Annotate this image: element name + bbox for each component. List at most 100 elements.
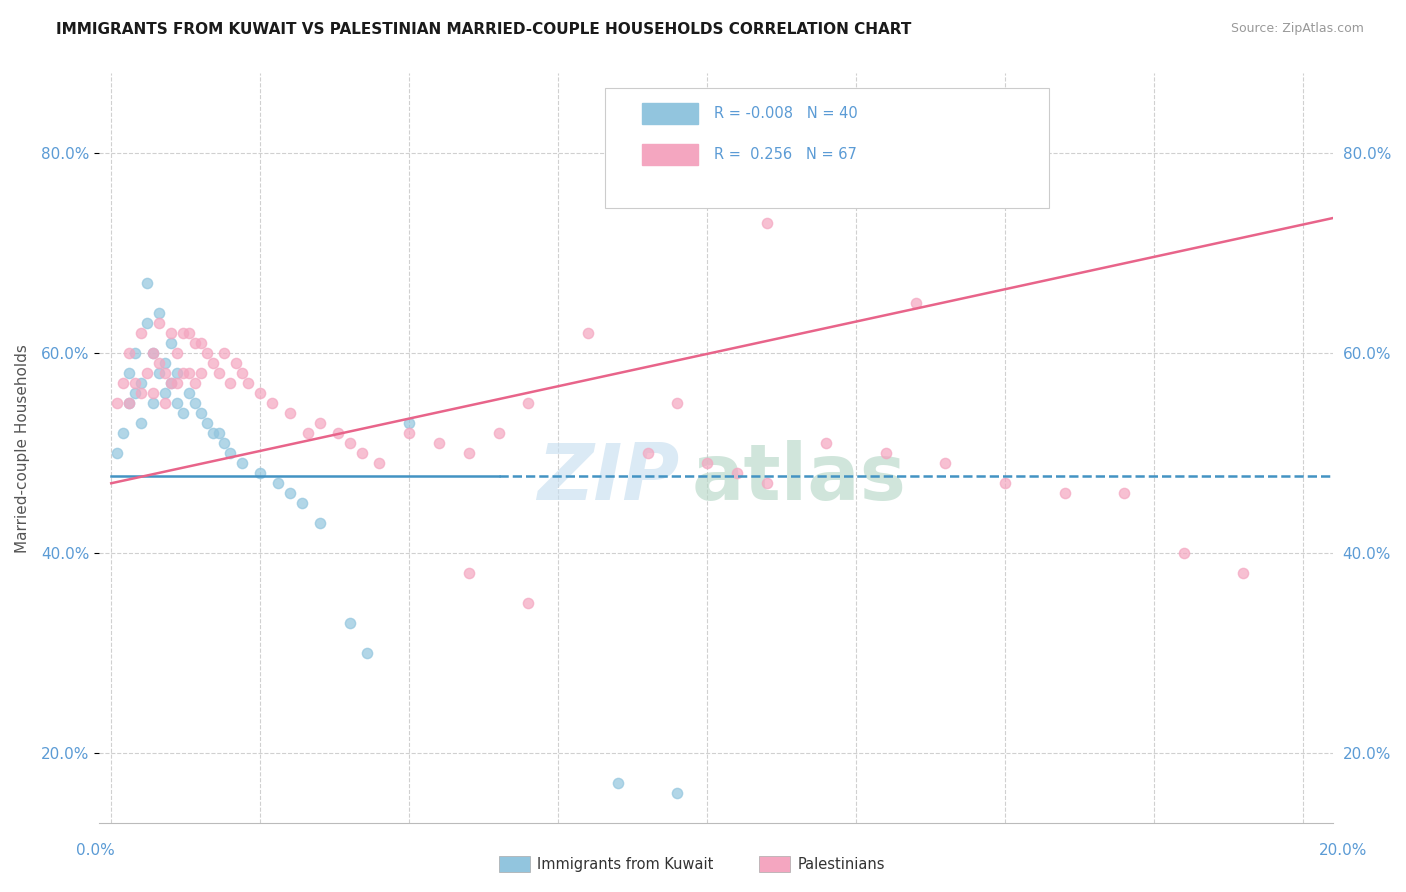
Point bbox=[136, 316, 159, 330]
Point bbox=[262, 396, 284, 410]
Bar bbox=[643, 103, 697, 124]
Point bbox=[427, 436, 450, 450]
Point bbox=[666, 787, 689, 801]
Point bbox=[755, 476, 778, 491]
Point bbox=[153, 366, 176, 380]
Point bbox=[339, 616, 361, 631]
Point bbox=[172, 326, 194, 340]
FancyBboxPatch shape bbox=[605, 88, 1049, 208]
Bar bbox=[643, 145, 697, 165]
Text: 20.0%: 20.0% bbox=[1319, 843, 1367, 858]
Point bbox=[142, 346, 165, 360]
Point bbox=[249, 386, 271, 401]
Text: IMMIGRANTS FROM KUWAIT VS PALESTINIAN MARRIED-COUPLE HOUSEHOLDS CORRELATION CHAR: IMMIGRANTS FROM KUWAIT VS PALESTINIAN MA… bbox=[56, 22, 911, 37]
Point bbox=[815, 436, 838, 450]
Point bbox=[129, 326, 152, 340]
Point bbox=[124, 346, 146, 360]
Point bbox=[326, 426, 349, 441]
Point bbox=[142, 346, 165, 360]
Point bbox=[118, 396, 141, 410]
Point bbox=[517, 396, 540, 410]
Point bbox=[291, 496, 314, 510]
Point bbox=[308, 516, 330, 531]
Point bbox=[368, 456, 391, 470]
Point bbox=[148, 316, 170, 330]
Text: R = -0.008   N = 40: R = -0.008 N = 40 bbox=[714, 106, 858, 121]
Point bbox=[249, 467, 271, 481]
Point bbox=[124, 376, 146, 391]
Point bbox=[160, 336, 183, 351]
Point bbox=[142, 396, 165, 410]
Point bbox=[160, 376, 183, 391]
Point bbox=[136, 276, 159, 290]
Text: atlas: atlas bbox=[692, 441, 907, 516]
Point bbox=[488, 426, 510, 441]
Point bbox=[183, 376, 205, 391]
Text: ZIP: ZIP bbox=[537, 441, 679, 516]
Point bbox=[308, 416, 330, 430]
Point bbox=[160, 376, 183, 391]
Point bbox=[238, 376, 260, 391]
Point bbox=[934, 456, 956, 470]
Point bbox=[278, 406, 301, 420]
Point bbox=[148, 366, 170, 380]
Point bbox=[278, 486, 301, 500]
Point bbox=[457, 566, 479, 581]
Point bbox=[207, 366, 229, 380]
Point bbox=[201, 426, 224, 441]
Point bbox=[112, 376, 135, 391]
Point bbox=[183, 336, 205, 351]
Point bbox=[994, 476, 1017, 491]
Point bbox=[904, 296, 927, 310]
Point bbox=[166, 366, 188, 380]
Point bbox=[148, 306, 170, 320]
Point bbox=[755, 216, 778, 230]
Point bbox=[129, 386, 152, 401]
Point bbox=[142, 386, 165, 401]
Point bbox=[105, 396, 128, 410]
Point bbox=[153, 386, 176, 401]
Point bbox=[166, 396, 188, 410]
Point bbox=[153, 356, 176, 370]
Point bbox=[637, 446, 659, 460]
Point bbox=[231, 456, 253, 470]
Text: R =  0.256   N = 67: R = 0.256 N = 67 bbox=[714, 147, 856, 162]
Point bbox=[398, 416, 420, 430]
Point bbox=[219, 376, 242, 391]
Point bbox=[190, 336, 212, 351]
Point bbox=[339, 436, 361, 450]
Point bbox=[666, 126, 689, 140]
Point bbox=[214, 346, 236, 360]
Point bbox=[166, 346, 188, 360]
Point bbox=[112, 426, 135, 441]
Point bbox=[129, 376, 152, 391]
Text: Source: ZipAtlas.com: Source: ZipAtlas.com bbox=[1230, 22, 1364, 36]
Point bbox=[207, 426, 229, 441]
Point bbox=[177, 326, 200, 340]
Point bbox=[297, 426, 319, 441]
Text: 0.0%: 0.0% bbox=[76, 843, 115, 858]
Point bbox=[666, 396, 689, 410]
Point bbox=[350, 446, 373, 460]
Point bbox=[195, 416, 218, 430]
Text: Palestinians: Palestinians bbox=[797, 857, 884, 871]
Point bbox=[172, 366, 194, 380]
Point bbox=[576, 326, 599, 340]
Point bbox=[1173, 546, 1195, 560]
Point bbox=[172, 406, 194, 420]
Point bbox=[457, 446, 479, 460]
Point bbox=[177, 386, 200, 401]
Y-axis label: Married-couple Households: Married-couple Households bbox=[15, 343, 30, 553]
Point bbox=[190, 406, 212, 420]
Point bbox=[1053, 486, 1076, 500]
Point bbox=[725, 467, 748, 481]
Point bbox=[153, 396, 176, 410]
Point bbox=[875, 446, 897, 460]
Point bbox=[105, 446, 128, 460]
Point bbox=[118, 366, 141, 380]
Point bbox=[190, 366, 212, 380]
Point bbox=[356, 646, 378, 660]
Point bbox=[118, 396, 141, 410]
Point bbox=[267, 476, 290, 491]
Point bbox=[1114, 486, 1136, 500]
